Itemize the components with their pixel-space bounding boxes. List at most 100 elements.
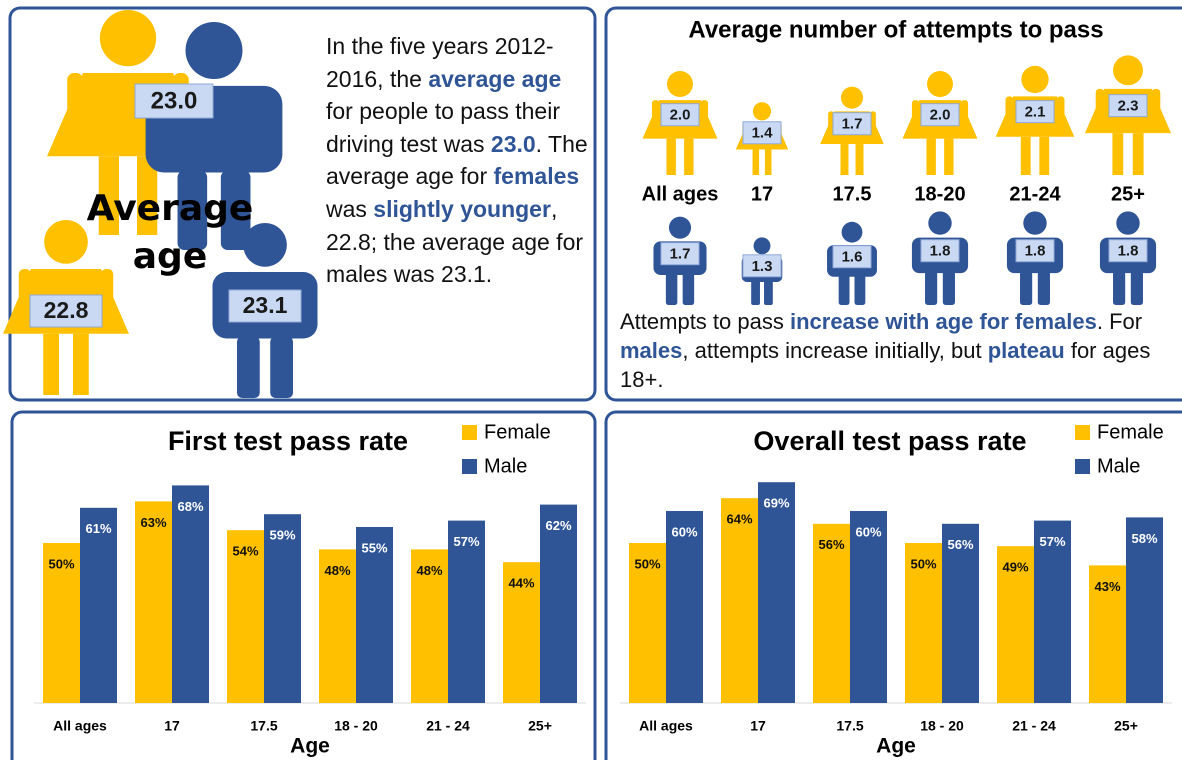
legend-label: Female — [484, 421, 551, 443]
value-label: 56% — [818, 537, 844, 552]
leg — [943, 271, 955, 305]
value-label: 44% — [508, 576, 534, 591]
attempts-title: Average number of attempts to pass — [688, 16, 1103, 43]
value-label: 50% — [634, 556, 660, 571]
figure-label: 2.1 — [1025, 104, 1046, 121]
value-label: 58% — [1131, 531, 1157, 546]
value-label: 64% — [726, 512, 752, 527]
head — [667, 71, 693, 97]
bar — [721, 498, 758, 703]
figure-label: 22.8 — [44, 297, 89, 323]
x-tick-label: 18 - 20 — [920, 718, 964, 734]
x-tick-label: All ages — [639, 718, 693, 734]
leg — [753, 150, 760, 175]
male-figure: 1.8 — [1100, 211, 1156, 305]
arm — [1006, 96, 1014, 129]
x-tick-label: 17.5 — [250, 718, 277, 734]
leg — [854, 275, 865, 305]
head — [1116, 211, 1139, 234]
leg — [683, 273, 694, 305]
bar — [540, 505, 577, 703]
value-label: 50% — [48, 556, 74, 571]
arm — [652, 100, 659, 131]
leg — [1021, 137, 1031, 175]
leg — [73, 334, 89, 395]
arm — [1096, 89, 1104, 125]
bar — [758, 482, 795, 703]
figure-label: 1.7 — [842, 116, 863, 133]
head — [1113, 55, 1143, 85]
chart-title: Overall test pass rate — [753, 426, 1026, 456]
leg — [1131, 271, 1143, 305]
value-label: 60% — [855, 524, 881, 539]
figure-label: 2.0 — [930, 107, 951, 124]
value-label: 57% — [1039, 534, 1065, 549]
page: Average number of attempts to pass 23.0 2… — [0, 0, 1182, 760]
female-figure: 1.7 — [820, 87, 884, 175]
value-label: 43% — [1094, 579, 1120, 594]
head — [841, 87, 863, 109]
figure-label: 23.1 — [243, 292, 288, 318]
text-run: females — [494, 163, 580, 189]
female-figure: 2.1 — [996, 66, 1075, 175]
value-label: 68% — [177, 499, 203, 514]
bar — [80, 508, 117, 703]
figure-label: 23.0 — [151, 87, 198, 114]
leg — [1133, 133, 1144, 175]
x-tick-label: All ages — [53, 718, 107, 734]
text-run: slightly younger — [373, 196, 551, 222]
text-run: was — [326, 196, 373, 222]
legend-label: Male — [1097, 455, 1140, 477]
value-label: 56% — [947, 537, 973, 552]
arm — [19, 269, 31, 322]
text-run: Attempts to pass — [620, 309, 790, 334]
legend-swatch — [1075, 459, 1090, 474]
leg — [1113, 271, 1125, 305]
average-age-title: Average age — [80, 185, 260, 281]
value-label: 59% — [269, 528, 295, 543]
legend-swatch — [462, 459, 477, 474]
arm — [912, 100, 919, 131]
bar — [135, 501, 172, 703]
text-run: , attempts increase initially, but — [682, 338, 987, 363]
category-label: All ages — [642, 183, 719, 205]
value-label: 54% — [232, 544, 258, 559]
value-label: 63% — [140, 515, 166, 530]
leg — [270, 337, 293, 399]
figure-label: 2.0 — [670, 107, 691, 124]
value-label: 62% — [545, 518, 571, 533]
summary-text: In the five years 2012-2016, the average… — [326, 30, 588, 291]
head — [753, 102, 771, 120]
x-tick-label: 17 — [164, 718, 180, 734]
legend-swatch — [1075, 425, 1090, 440]
male-figure: 1.6 — [827, 222, 877, 305]
figure-label: 1.4 — [752, 125, 774, 142]
figure-label: 1.3 — [752, 258, 773, 275]
arm — [701, 100, 708, 131]
leg — [1039, 137, 1049, 175]
leg — [684, 139, 693, 175]
text-run: plateau — [988, 338, 1065, 363]
value-label: 57% — [453, 534, 479, 549]
bar — [666, 511, 703, 703]
female-figure: 2.0 — [903, 71, 978, 175]
female-figure: 2.3 — [1085, 55, 1171, 175]
value-label: 48% — [416, 563, 442, 578]
leg — [1038, 271, 1050, 305]
value-label: 61% — [85, 521, 111, 536]
value-label: 50% — [910, 556, 936, 571]
leg — [925, 271, 937, 305]
value-label: 48% — [324, 563, 350, 578]
leg — [841, 144, 849, 175]
text-run: average age — [428, 66, 561, 92]
head — [1023, 211, 1046, 234]
leg — [839, 275, 850, 305]
category-label: 17 — [751, 183, 773, 205]
head — [186, 22, 243, 79]
female-figure: 2.0 — [643, 71, 718, 175]
figure-label: 1.8 — [1025, 243, 1046, 260]
category-label: 25+ — [1111, 183, 1145, 205]
leg — [856, 144, 864, 175]
x-axis-title: Age — [290, 735, 330, 758]
leg — [237, 337, 260, 399]
